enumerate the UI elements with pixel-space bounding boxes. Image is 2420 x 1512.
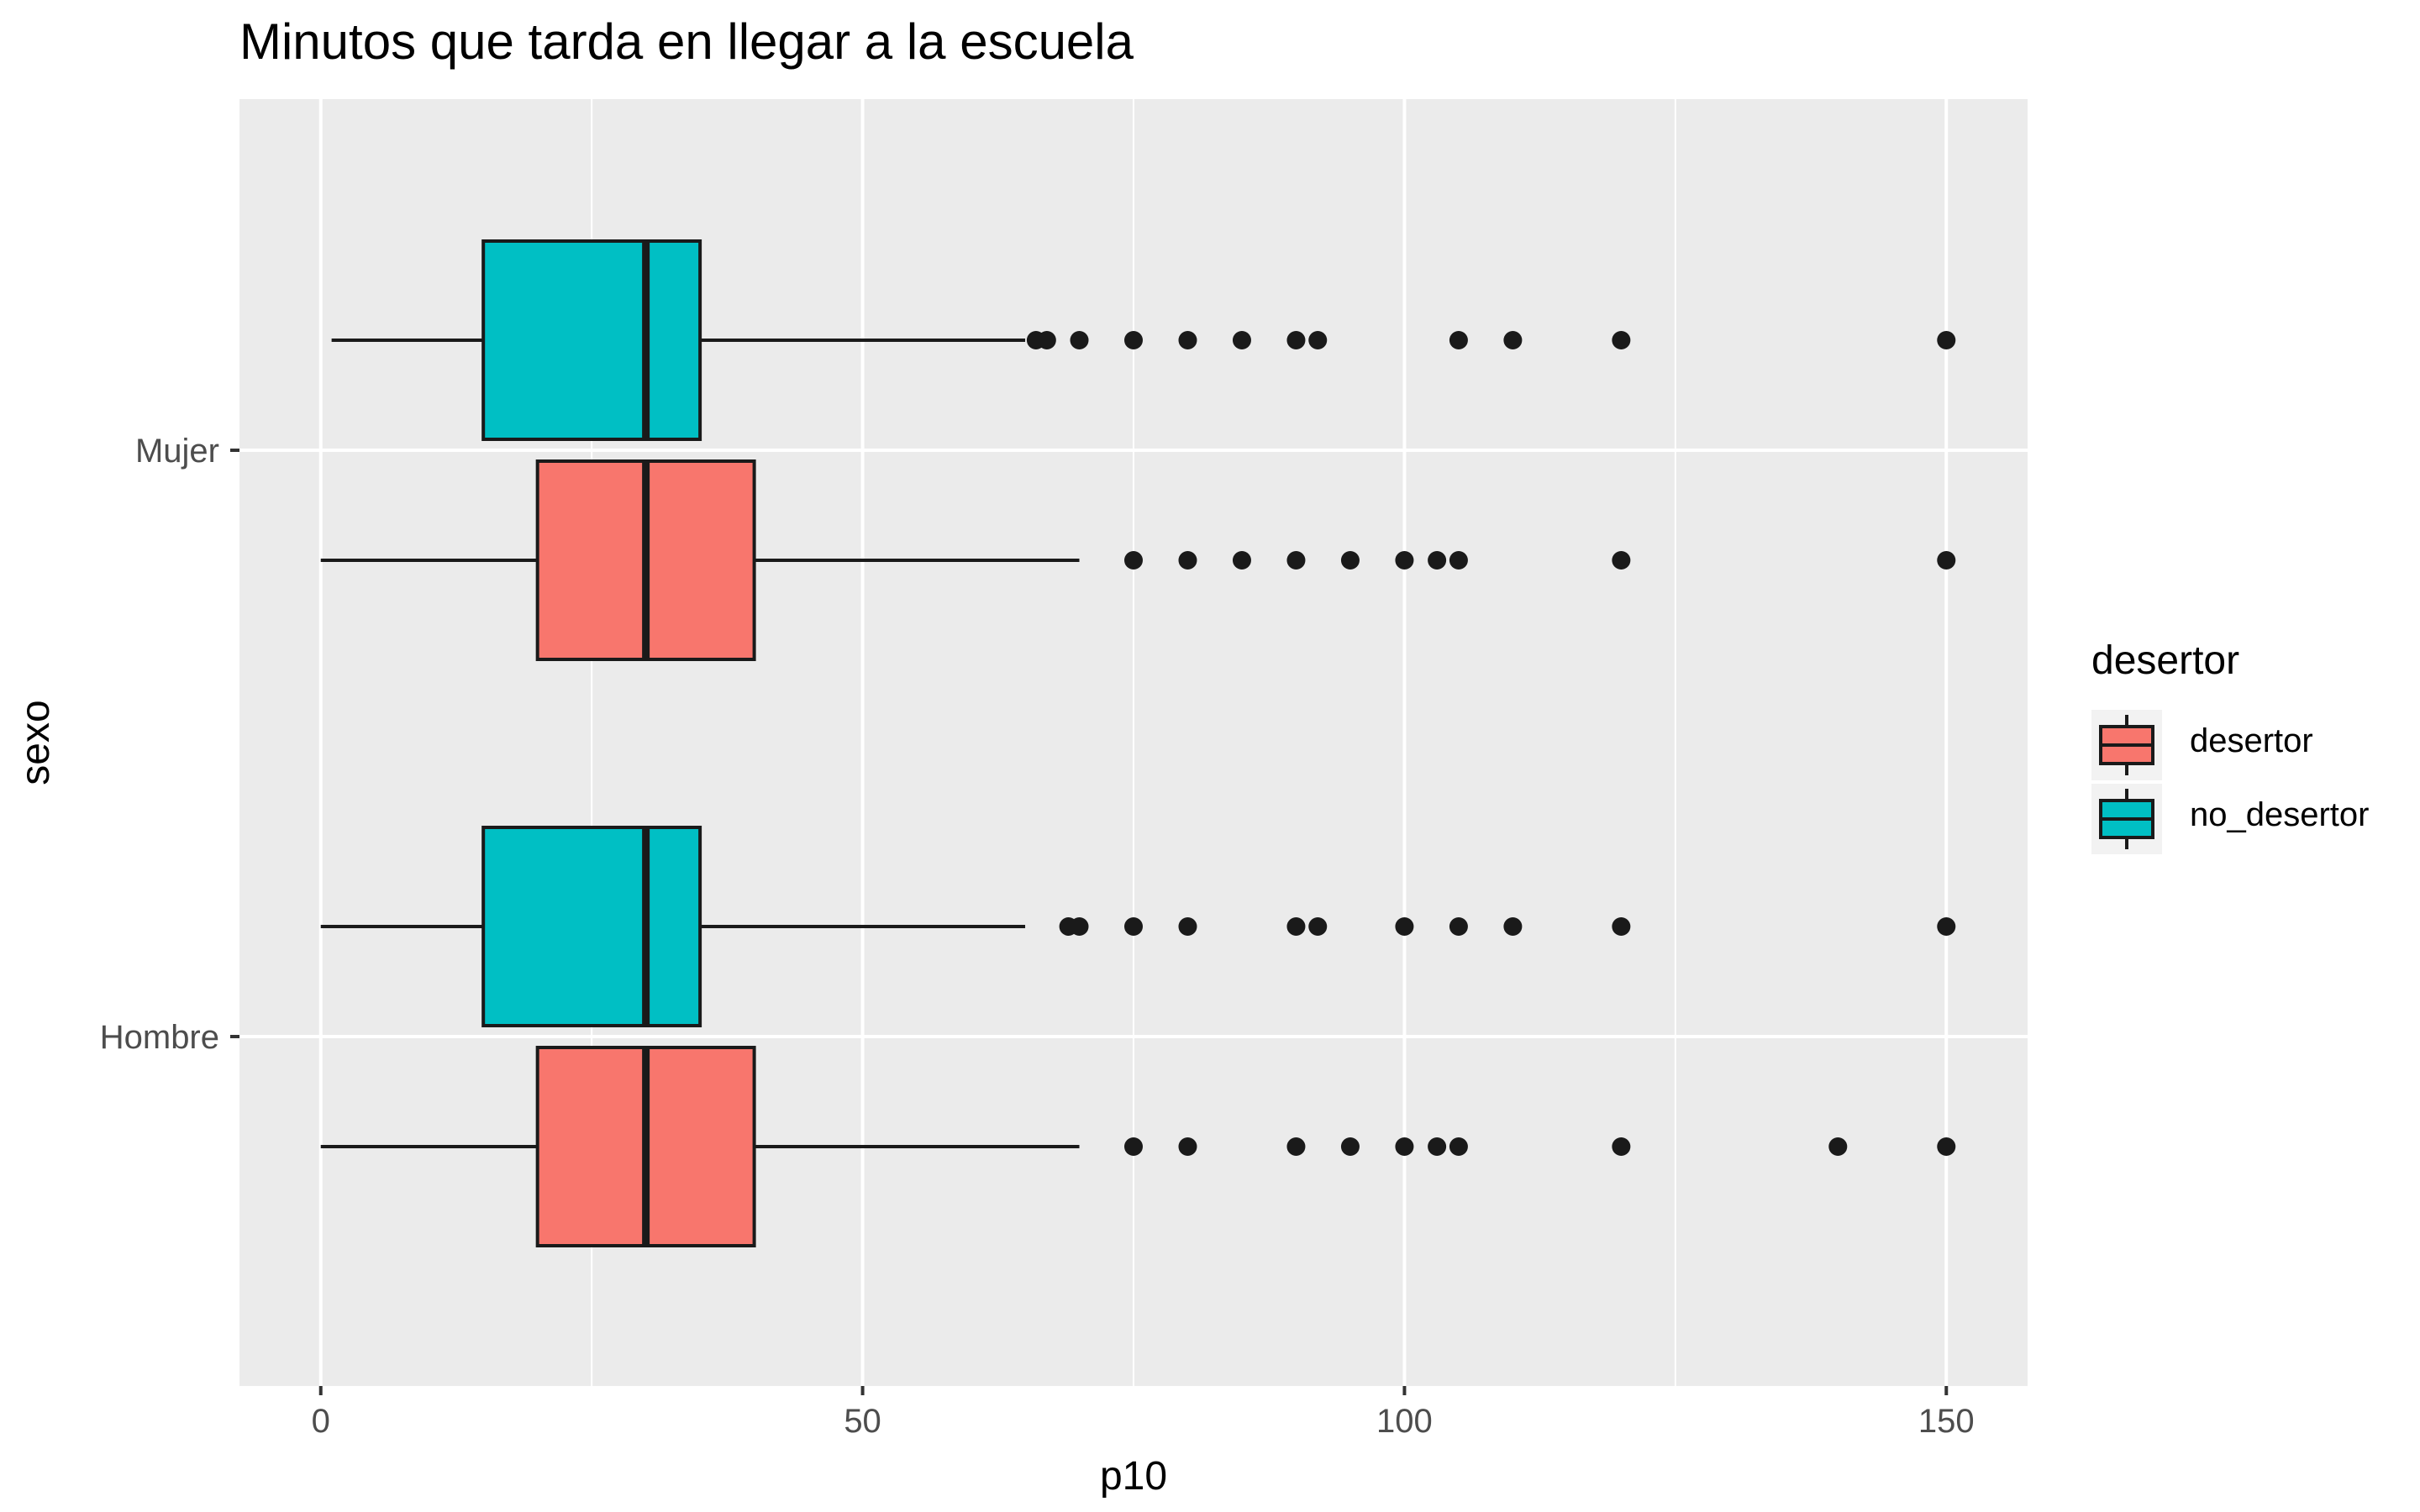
y-axis: Mujer Hombre xyxy=(100,433,239,1056)
outlier-point xyxy=(1428,1137,1447,1156)
outlier-point xyxy=(1395,551,1414,570)
legend-keys xyxy=(2091,710,2162,854)
gridlines xyxy=(239,99,2028,1386)
legend-label-desertor: desertor xyxy=(2190,722,2313,759)
legend-key-desertor xyxy=(2091,710,2162,780)
x-axis-title: p10 xyxy=(1100,1454,1167,1499)
outlier-point xyxy=(1286,917,1306,936)
outlier-point xyxy=(1828,1137,1848,1156)
x-tick-label: 0 xyxy=(312,1403,330,1440)
chart-title: Minutos que tarda en llegar a la escuela xyxy=(239,13,1134,70)
y-axis-title: sexo xyxy=(13,700,58,785)
outlier-point xyxy=(1612,331,1631,349)
outlier-point xyxy=(1286,551,1306,570)
outlier-point xyxy=(1286,1137,1306,1156)
outlier-point xyxy=(1449,331,1468,349)
outlier-point xyxy=(1503,331,1523,349)
outlier-point xyxy=(1340,1137,1360,1156)
outlier-point xyxy=(1124,917,1143,936)
outlier-point xyxy=(1124,551,1143,570)
legend-label-no-desertor: no_desertor xyxy=(2190,796,2369,833)
box-iqr xyxy=(481,826,702,1027)
x-axis: 0 50 100 150 xyxy=(312,1386,1975,1440)
y-tick-label: Hombre xyxy=(100,1019,219,1056)
outlier-point xyxy=(1449,917,1468,936)
outlier-point xyxy=(1428,551,1447,570)
outlier-point xyxy=(1178,1137,1197,1156)
outlier-point xyxy=(1503,917,1523,936)
outlier-point xyxy=(1340,551,1360,570)
legend-title: desertor xyxy=(2091,638,2239,683)
x-tick-label: 50 xyxy=(844,1403,881,1440)
outlier-point xyxy=(1449,1137,1468,1156)
outlier-point xyxy=(1937,917,1956,936)
boxplot-desertor-hombre xyxy=(320,1046,1956,1247)
outlier-point xyxy=(1178,331,1197,349)
boxplot-desertor-mujer xyxy=(320,459,1956,661)
outlier-point xyxy=(1612,551,1631,570)
outlier-point xyxy=(1308,917,1328,936)
outlier-point xyxy=(1308,331,1328,349)
outlier-point xyxy=(1612,917,1631,936)
legend-key-no-desertor xyxy=(2091,784,2162,854)
boxplot-no_desertor-hombre xyxy=(320,826,1956,1027)
outlier-point xyxy=(1612,1137,1631,1156)
outlier-point xyxy=(1937,331,1956,349)
outlier-point xyxy=(1124,331,1143,349)
box-layer xyxy=(320,239,1956,1247)
outlier-point xyxy=(1070,917,1089,936)
outlier-point xyxy=(1232,551,1251,570)
outlier-point xyxy=(1037,331,1056,349)
outlier-point xyxy=(1937,1137,1956,1156)
x-tick-label: 150 xyxy=(1918,1403,1975,1440)
outlier-point xyxy=(1232,331,1251,349)
x-tick-label: 100 xyxy=(1376,1403,1433,1440)
outlier-point xyxy=(1449,551,1468,570)
outlier-point xyxy=(1124,1137,1143,1156)
outlier-point xyxy=(1937,551,1956,570)
outlier-point xyxy=(1395,1137,1414,1156)
y-tick-label: Mujer xyxy=(135,433,219,470)
outlier-point xyxy=(1395,917,1414,936)
outlier-point xyxy=(1178,917,1197,936)
outlier-point xyxy=(1178,551,1197,570)
outlier-point xyxy=(1286,331,1306,349)
outlier-point xyxy=(1070,331,1089,349)
boxplot-no_desertor-mujer xyxy=(331,239,1956,441)
legend: desertor desertor no_desertor xyxy=(2091,638,2369,854)
box-iqr xyxy=(481,239,702,441)
